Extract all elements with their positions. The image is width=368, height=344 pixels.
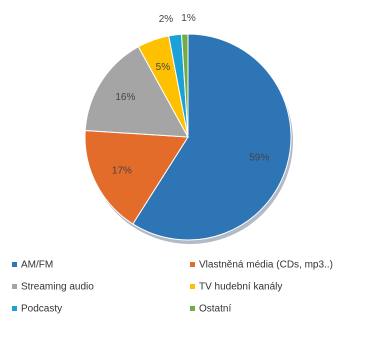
legend-swatch <box>190 284 195 289</box>
legend-label: Ostatní <box>199 304 231 315</box>
legend-swatch <box>190 262 195 267</box>
legend-swatch <box>12 306 17 311</box>
legend-label: Streaming audio <box>21 282 94 293</box>
data-label: 2% <box>159 14 174 25</box>
data-label: 16% <box>115 92 135 103</box>
data-label: 17% <box>112 165 132 176</box>
pie-slice <box>132 33 292 241</box>
pie-slice <box>84 130 189 225</box>
pie-slice <box>181 33 189 138</box>
legend-swatch <box>190 306 195 311</box>
pie-slice <box>84 46 189 138</box>
legend-label: TV hudební kanály <box>199 282 282 293</box>
legend-label: AM/FM <box>21 260 53 271</box>
legend-swatch <box>12 284 17 289</box>
legend-label: Vlastněná média (CDs, mp3..) <box>199 260 333 271</box>
data-label: 59% <box>249 152 269 163</box>
data-label: 5% <box>156 62 171 73</box>
legend-label: Podcasty <box>21 304 62 315</box>
legend-swatch <box>12 262 17 267</box>
data-label: 1% <box>181 13 196 24</box>
